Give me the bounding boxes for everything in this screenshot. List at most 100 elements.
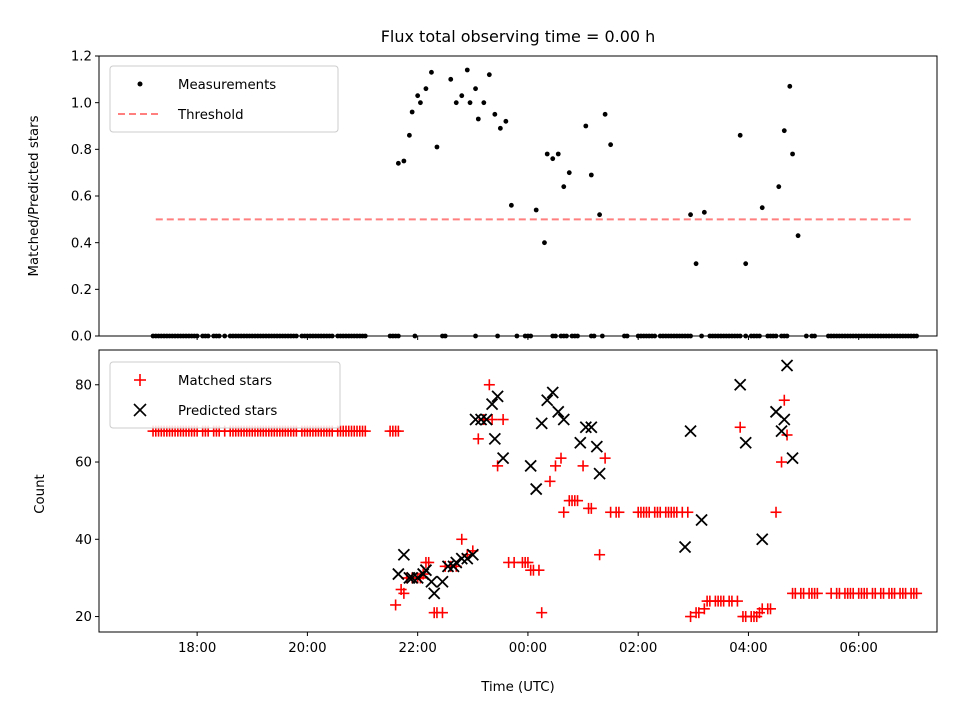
matched-star-point — [685, 611, 697, 623]
bottom-y-ticks: 20 40 60 80 — [75, 378, 99, 625]
top-panel: 0.0 0.2 0.4 0.6 0.8 1.0 1.2 Matched/Predicted … — [27, 50, 938, 345]
predicted-star-point — [428, 587, 441, 600]
measurement-point — [423, 86, 429, 92]
xtick-label: 18:00 — [178, 641, 216, 656]
matched-star-point — [558, 506, 570, 518]
predicted-star-point — [496, 452, 510, 465]
measurement-point — [434, 144, 440, 150]
matched-star-point — [577, 460, 589, 472]
predicted-star-point — [585, 421, 598, 434]
measurement-point — [555, 151, 561, 157]
matched-star-point — [572, 495, 584, 507]
matched-star-point — [765, 603, 777, 615]
predicted-star-point — [406, 571, 419, 585]
matched-star-point — [776, 456, 788, 468]
predicted-star-point — [552, 405, 565, 418]
measurement-point — [395, 160, 401, 166]
legend-matched-marker — [134, 374, 146, 386]
xtick-label: 00:00 — [509, 641, 547, 656]
predicted-star-point — [593, 467, 606, 480]
predicted-star-point — [780, 359, 794, 372]
predicted-star-point — [684, 424, 697, 438]
predicted-star-point — [397, 548, 411, 561]
xtick-label: 06:00 — [840, 641, 878, 656]
matched-star-point — [522, 556, 534, 568]
bottom-y-axis-label: Count — [33, 474, 48, 514]
measurement-point — [467, 100, 473, 106]
matched-star-point — [497, 414, 509, 426]
predicted-star-point — [756, 533, 769, 546]
measurement-point — [448, 76, 454, 82]
top-legend-box — [109, 65, 339, 133]
legend-measurements-label: Measurements — [178, 78, 276, 93]
measurement-point — [602, 111, 608, 117]
predicted-star-point — [678, 540, 692, 554]
matched-star-point — [390, 599, 402, 611]
predicted-star-point — [739, 436, 752, 449]
predicted-star-point — [485, 397, 499, 411]
matched-star-point — [483, 379, 495, 391]
top-y-axis-label: Matched/Predicted stars — [27, 115, 42, 276]
measurement-point — [787, 83, 793, 89]
bottom-ytick-label: 20 — [75, 610, 92, 625]
measurement-point — [497, 125, 503, 131]
matched-star-point — [549, 460, 561, 472]
matched-star-point — [398, 587, 410, 599]
predicted-star-point — [530, 482, 543, 496]
predicted-star-point — [436, 575, 449, 588]
predicted-star-point — [491, 390, 504, 403]
legend-measurements-marker — [137, 81, 143, 87]
matched-star-point — [486, 414, 498, 426]
measurement-point — [415, 93, 421, 99]
matched-star-point — [359, 425, 371, 437]
predicted-star-point — [574, 436, 587, 449]
measurement-point — [418, 100, 423, 106]
bottom-ytick-label: 40 — [75, 533, 92, 548]
measurement-point — [566, 170, 572, 176]
measurement-point — [693, 261, 699, 267]
matched-star-point — [698, 603, 710, 615]
bottom-legend-box — [109, 361, 341, 429]
matched-star-point — [778, 394, 790, 406]
predicted-star-point — [480, 413, 493, 426]
top-x-ticks — [196, 336, 860, 340]
predicted-star-point — [524, 459, 537, 473]
legend-threshold-label: Threshold — [177, 108, 244, 123]
legend-predicted-label: Predicted stars — [178, 404, 277, 419]
measurement-point — [464, 67, 470, 73]
predicted-star-point — [488, 432, 501, 445]
measurement-point — [406, 132, 412, 138]
measurement-point — [459, 93, 465, 99]
measurement-point — [588, 172, 594, 178]
predicted-star-point — [455, 552, 468, 565]
measurement-point — [533, 207, 539, 213]
measurement-point — [561, 184, 567, 190]
predicted-star-point — [546, 386, 559, 399]
measurement-point — [453, 100, 459, 106]
predicted-star-point — [579, 421, 592, 434]
matched-star-point — [781, 429, 793, 441]
top-ytick-label: 0.8 — [71, 143, 92, 158]
x-axis-label: Time (UTC) — [480, 680, 555, 695]
predicted-star-point — [734, 378, 747, 391]
matched-star-point — [492, 460, 504, 472]
measurement-point — [409, 109, 415, 115]
top-ytick-label: 0.0 — [71, 330, 92, 345]
matched-star-point — [613, 506, 625, 518]
legend-predicted-marker — [133, 403, 147, 417]
matched-star-point — [392, 425, 404, 437]
matched-star-point — [555, 452, 567, 464]
predicted-star-point — [469, 413, 482, 426]
matched-star-point — [811, 587, 823, 599]
top-y-ticks: 0.0 0.2 0.4 0.6 0.8 1.0 1.2 — [71, 50, 99, 345]
predicted-star-point — [441, 560, 455, 573]
measurement-point — [401, 158, 407, 164]
matched-star-point — [911, 587, 923, 599]
bottom-legend: Matched stars Predicted stars — [109, 361, 341, 429]
measurement-point — [743, 261, 749, 267]
bottom-axes-frame — [98, 349, 938, 633]
measurement-point — [503, 118, 509, 124]
matched-star-point — [472, 433, 484, 445]
matched-star-point — [682, 506, 694, 518]
